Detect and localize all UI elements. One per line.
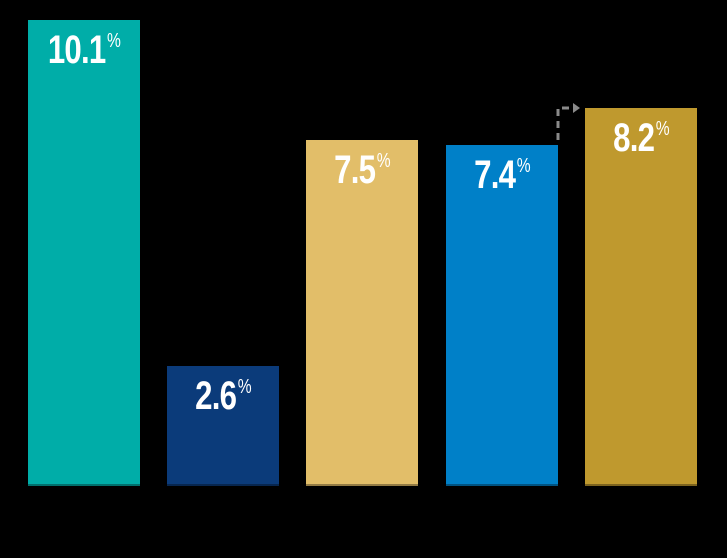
bar-baseline <box>28 484 140 486</box>
dashed-arrow-icon <box>556 103 580 140</box>
bar-baseline <box>167 484 279 486</box>
bar-2: 2.6% <box>167 366 279 486</box>
bar-3: 7.5% <box>306 140 418 486</box>
bar-value-label: 7.5% <box>334 148 390 192</box>
bar-baseline <box>585 484 697 486</box>
bar-1: 10.1% <box>28 20 140 486</box>
bar-value-label: 10.1% <box>47 28 121 72</box>
bar-baseline <box>306 484 418 486</box>
bar-value-label: 8.2% <box>613 116 669 160</box>
bar-4: 7.4% <box>446 145 558 486</box>
bar-5: 8.2% <box>585 108 697 486</box>
bar-baseline <box>446 484 558 486</box>
bar-value-label: 2.6% <box>195 374 251 418</box>
bar-value-label: 7.4% <box>474 153 530 197</box>
